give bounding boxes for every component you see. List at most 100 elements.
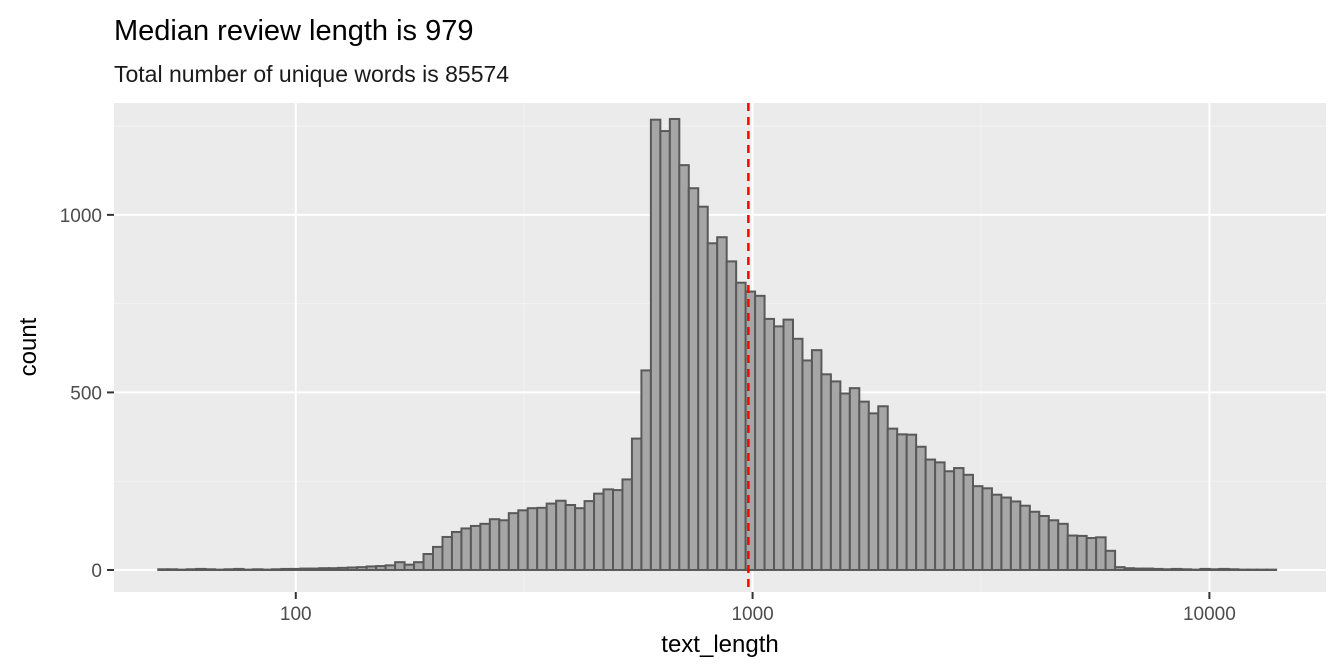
histogram-bar <box>990 493 1003 571</box>
chart-title: Median review length is 979 <box>114 15 473 47</box>
x-tick-label: 10000 <box>1183 604 1236 625</box>
histogram-bar <box>697 205 709 571</box>
histogram-bar <box>621 478 633 571</box>
histogram-bar <box>1180 568 1192 571</box>
histogram-bar <box>602 488 614 571</box>
histogram-bar <box>1047 519 1060 571</box>
histogram-bar <box>943 470 956 571</box>
histogram-bar <box>1114 566 1126 571</box>
histogram-bar <box>204 568 217 571</box>
histogram-bar <box>971 485 984 571</box>
histogram-bar <box>280 567 292 571</box>
y-axis-ticks: 0 500 1000 <box>60 206 114 582</box>
histogram-bar <box>839 392 851 571</box>
histogram-bar <box>782 318 794 571</box>
histogram-bar <box>640 369 652 571</box>
chart-subtitle: Total number of unique words is 85574 <box>114 61 509 87</box>
histogram-bars <box>157 117 1278 571</box>
histogram-bar <box>536 506 548 571</box>
histogram-bar <box>867 412 880 571</box>
x-tick-label: 100 <box>280 604 312 625</box>
x-axis-title: text_length <box>661 631 778 658</box>
histogram-bar <box>327 567 340 571</box>
histogram-bar <box>1038 515 1050 571</box>
histogram-bar <box>413 561 425 571</box>
histogram-bar <box>394 561 406 571</box>
histogram-bar <box>1076 534 1088 571</box>
histogram-bar <box>659 130 671 571</box>
histogram-bar <box>1009 500 1022 571</box>
histogram-bar <box>422 553 435 571</box>
histogram-bar <box>403 563 416 571</box>
histogram-bar <box>375 565 387 571</box>
y-axis-title: count <box>15 317 42 376</box>
histogram-bar <box>735 281 747 571</box>
histogram-bar <box>1151 567 1164 571</box>
histogram-bar <box>630 437 643 571</box>
histogram-bar <box>668 117 681 571</box>
histogram-bar <box>1227 568 1240 571</box>
histogram-bar <box>1000 496 1012 571</box>
histogram-bar <box>1066 534 1079 571</box>
histogram-bar <box>791 337 804 571</box>
histogram-bar <box>564 503 577 571</box>
histogram-bar <box>1199 567 1211 571</box>
histogram-bar <box>934 461 946 571</box>
histogram-bar <box>773 325 785 571</box>
histogram-bar <box>744 290 757 571</box>
histogram-bar <box>915 445 927 571</box>
histogram-bar <box>195 567 207 571</box>
histogram-bar <box>801 359 813 571</box>
histogram-bar <box>1161 568 1173 571</box>
histogram-bar <box>1019 504 1031 571</box>
histogram-bar <box>574 507 586 571</box>
histogram-bar <box>1218 567 1230 571</box>
histogram-bar <box>517 509 529 571</box>
histogram-bar <box>318 567 330 571</box>
histogram-bar <box>488 518 501 571</box>
y-tick-label: 1000 <box>60 206 102 227</box>
x-axis-ticks: 100 1000 10000 <box>280 592 1236 625</box>
histogram-bar <box>308 567 321 571</box>
histogram-bar <box>754 294 766 571</box>
histogram-bar <box>460 527 472 571</box>
histogram-bar <box>1142 567 1154 571</box>
histogram-bar <box>498 519 510 571</box>
histogram-bar <box>526 507 539 571</box>
histogram-bar <box>1133 567 1145 571</box>
histogram-bar <box>507 512 520 571</box>
histogram-bar <box>157 568 169 571</box>
histogram-bar <box>441 535 453 571</box>
histogram-bar <box>356 566 368 571</box>
histogram-bar <box>877 405 889 571</box>
histogram-bar <box>924 458 937 571</box>
histogram-bar <box>432 545 444 571</box>
histogram-bar <box>583 500 596 571</box>
histogram-bar <box>962 473 974 571</box>
histogram-bar <box>346 566 359 571</box>
histogram-bar <box>810 349 823 571</box>
y-tick-label: 500 <box>70 383 102 404</box>
histogram-bar <box>166 568 179 571</box>
histogram-bar <box>1208 568 1221 571</box>
histogram-bar <box>1123 567 1136 571</box>
histogram-bar <box>611 489 624 571</box>
histogram-bar <box>252 568 264 571</box>
histogram-bar <box>953 467 965 571</box>
histogram-bar <box>706 242 719 571</box>
histogram-bar <box>678 164 690 571</box>
x-tick-label: 1000 <box>731 604 773 625</box>
histogram-bar <box>185 568 198 571</box>
histogram-bar <box>886 427 899 571</box>
histogram-bar <box>848 387 861 571</box>
histogram-bar <box>649 118 662 571</box>
histogram-bar <box>829 380 842 571</box>
histogram-bar <box>555 499 567 571</box>
histogram-bar <box>725 260 738 571</box>
y-tick-label: 0 <box>91 561 102 582</box>
histogram-bar <box>270 568 283 571</box>
histogram-bar <box>1170 567 1183 571</box>
histogram-bar <box>763 317 776 571</box>
histogram-bar <box>545 502 558 571</box>
